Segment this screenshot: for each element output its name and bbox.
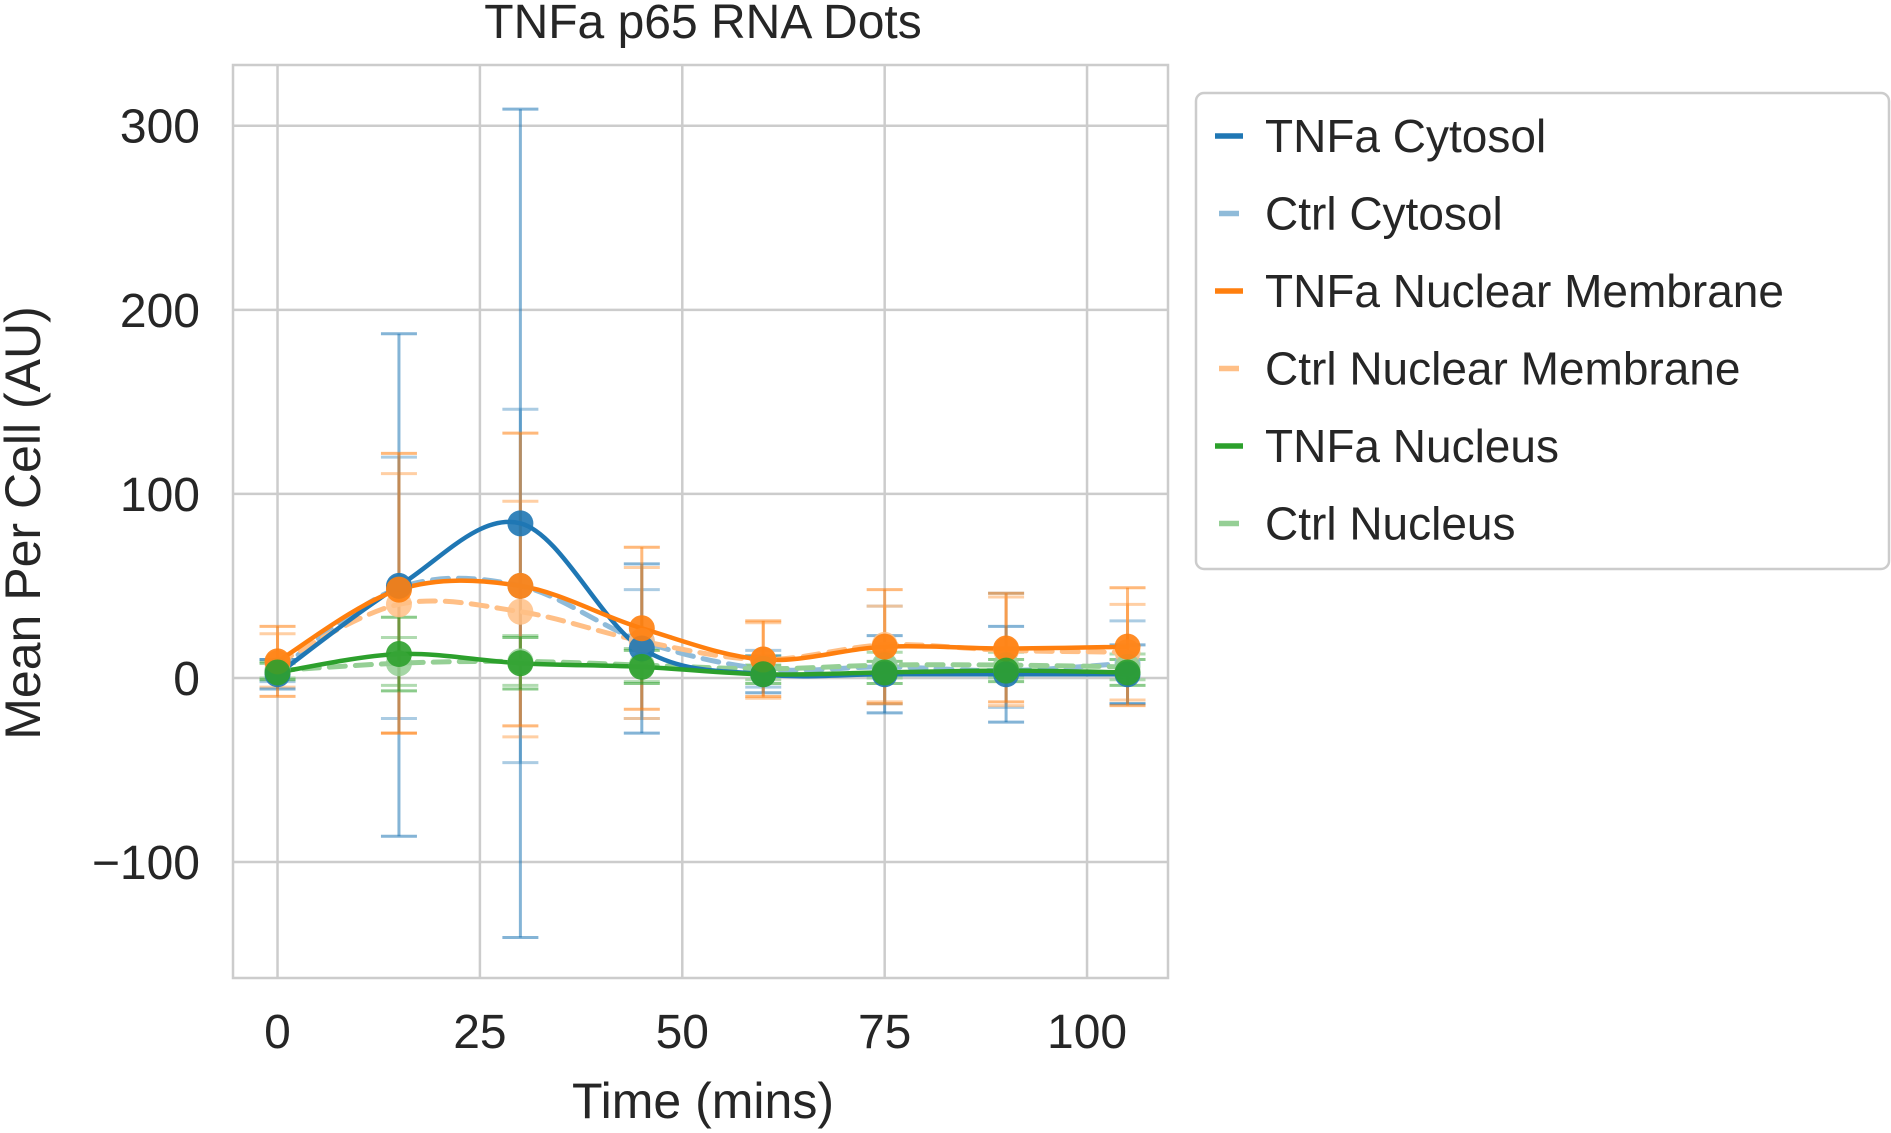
- series-markers: [264, 510, 1141, 688]
- marker-tnfa-nucleus: [385, 641, 412, 668]
- x-tick-label: 0: [264, 1006, 291, 1059]
- marker-tnfa-cytosol: [507, 510, 534, 537]
- legend-label-tnfa-cytosol: TNFa Cytosol: [1265, 110, 1546, 162]
- y-tick-label: 300: [120, 101, 200, 154]
- marker-tnfa-cytosol: [628, 635, 655, 662]
- marker-tnfa-nuclear-membrane: [628, 615, 655, 642]
- chart-title: TNFa p65 RNA Dots: [484, 0, 921, 49]
- x-tick-label: 50: [656, 1006, 709, 1059]
- marker-tnfa-nucleus: [264, 659, 291, 686]
- marker-tnfa-nucleus: [993, 657, 1020, 684]
- x-tick-label: 75: [858, 1006, 911, 1059]
- marker-ctrl-nuclear-membrane: [507, 598, 534, 625]
- legend-label-tnfa-nuclear-membrane: TNFa Nuclear Membrane: [1265, 265, 1784, 317]
- legend-label-ctrl-nucleus: Ctrl Nucleus: [1265, 498, 1516, 550]
- marker-tnfa-nucleus: [750, 661, 777, 688]
- marker-tnfa-nucleus: [1114, 659, 1141, 686]
- marker-tnfa-nucleus: [628, 653, 655, 680]
- series-line-tnfa-nucleus: [275, 651, 1130, 677]
- legend-label-ctrl-nuclear-membrane: Ctrl Nuclear Membrane: [1265, 343, 1740, 395]
- legend-label-ctrl-cytosol: Ctrl Cytosol: [1265, 188, 1503, 240]
- series-line-tnfa-nuclear-membrane: [275, 578, 1130, 664]
- marker-tnfa-nucleus: [507, 650, 534, 677]
- legend-label-tnfa-nucleus: TNFa Nucleus: [1265, 420, 1559, 472]
- plot-frame: [231, 63, 1170, 980]
- marker-tnfa-nuclear-membrane: [385, 576, 412, 603]
- legend: TNFa Cytosol Ctrl Cytosol TNFa Nuclear Mem…: [1194, 91, 1891, 571]
- error-bars: [259, 107, 1146, 940]
- marker-tnfa-nucleus: [871, 659, 898, 686]
- y-tick-label: 200: [120, 285, 200, 338]
- x-axis-label: Time (mins): [572, 1073, 834, 1129]
- x-tick-label: 100: [1047, 1006, 1127, 1059]
- y-tick-labels: −100 0 100 200 300: [92, 101, 200, 890]
- marker-tnfa-nuclear-membrane: [507, 572, 534, 599]
- x-tick-label: 25: [453, 1006, 506, 1059]
- y-tick-label: 0: [173, 653, 200, 706]
- y-tick-label: −100: [92, 837, 200, 890]
- y-tick-label: 100: [120, 469, 200, 522]
- y-axis-label: Mean Per Cell (AU): [0, 306, 51, 739]
- marker-tnfa-nuclear-membrane: [871, 633, 898, 660]
- marker-tnfa-nuclear-membrane: [1114, 633, 1141, 660]
- x-tick-labels: 0 25 50 75 100: [264, 1006, 1127, 1059]
- grid: [233, 65, 1168, 978]
- legend-box: [1194, 91, 1891, 571]
- marker-tnfa-nuclear-membrane: [993, 635, 1020, 662]
